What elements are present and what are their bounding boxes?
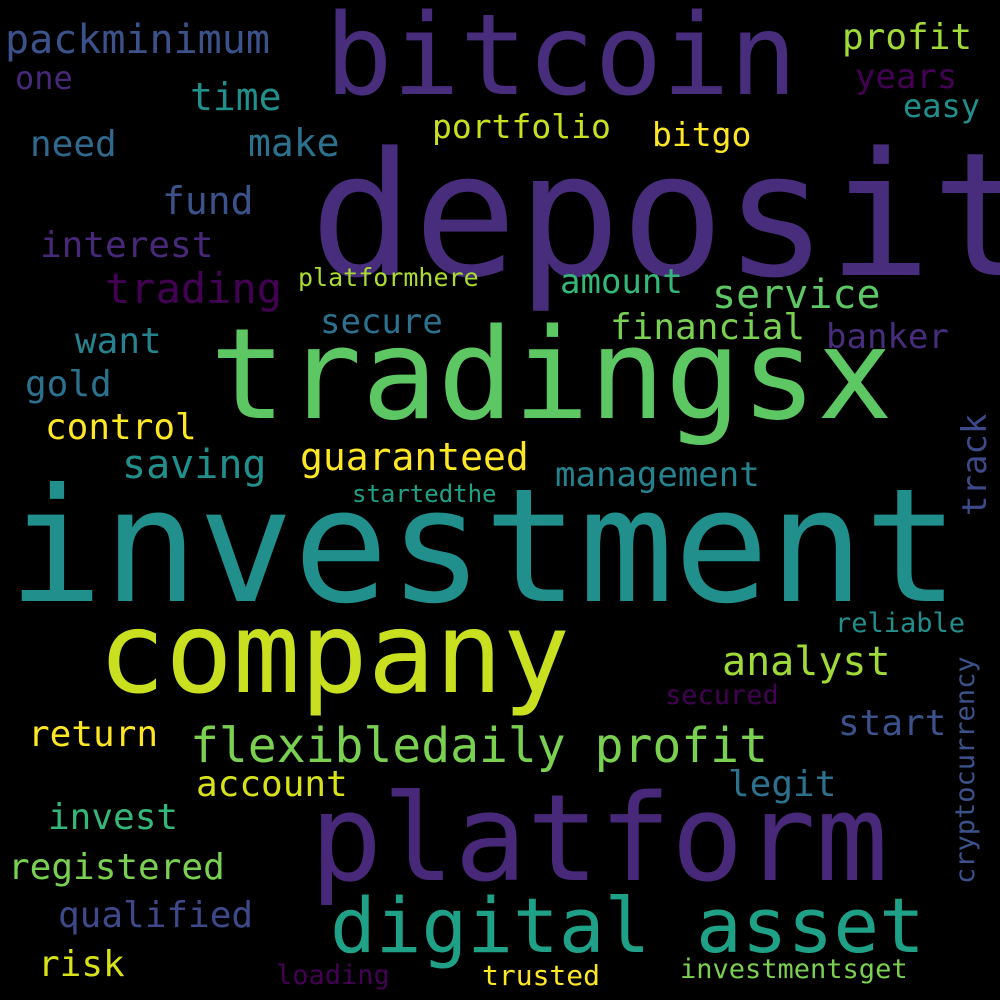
- word-interest: interest: [40, 225, 214, 266]
- word-account: account: [196, 764, 348, 805]
- word-trading: trading: [105, 264, 283, 313]
- word-risk: risk: [38, 944, 125, 985]
- word-secured: secured: [665, 680, 779, 711]
- word-qualified: qualified: [58, 895, 254, 936]
- word-portfolio: portfolio: [432, 107, 611, 146]
- word-one: one: [15, 59, 73, 97]
- word-registered: registered: [8, 847, 225, 888]
- word-secure: secure: [320, 302, 443, 342]
- word-gold: gold: [25, 364, 112, 405]
- word-management: management: [555, 455, 760, 495]
- word-track: track: [955, 413, 995, 516]
- word-years: years: [855, 57, 958, 97]
- word-packminimum: packminimum: [5, 17, 270, 63]
- word-control: control: [45, 407, 197, 448]
- word-saving: saving: [122, 442, 267, 488]
- word-need: need: [30, 124, 117, 165]
- word-return: return: [28, 714, 159, 755]
- word-start: start: [838, 703, 947, 744]
- word-startedthe: startedthe: [352, 480, 497, 508]
- word-bitgo: bitgo: [652, 115, 752, 154]
- word-deposit: deposit: [310, 115, 1000, 316]
- word-investment: investment: [8, 455, 960, 639]
- word-fund: fund: [162, 179, 254, 223]
- word-profit: profit: [842, 17, 973, 58]
- word-cryptocurrency: cryptocurrency: [950, 656, 981, 884]
- word-investmentsget: investmentsget: [680, 954, 908, 985]
- word-bitcoin: bitcoin: [325, 0, 798, 121]
- word-tradingsx: tradingsx: [210, 301, 893, 448]
- word-service: service: [712, 272, 881, 318]
- word-want: want: [75, 321, 162, 362]
- word-platform: platform: [310, 770, 888, 909]
- word-time: time: [190, 75, 282, 119]
- word-flexibledaily-profit: flexibledaily profit: [190, 718, 768, 774]
- word-amount: amount: [560, 262, 683, 302]
- word-analyst: analyst: [722, 639, 891, 685]
- word-invest: invest: [48, 797, 179, 838]
- word-legit: legit: [728, 764, 837, 805]
- word-company: company: [98, 589, 571, 719]
- word-platformhere: platformhere: [298, 263, 479, 292]
- word-reliable: reliable: [835, 608, 966, 639]
- word-loading: loading: [276, 960, 390, 991]
- word-digital-asset: digital asset: [330, 881, 925, 970]
- word-make: make: [248, 121, 340, 165]
- word-guaranteed: guaranteed: [300, 435, 529, 479]
- word-banker: banker: [826, 317, 949, 357]
- word-trusted: trusted: [482, 959, 601, 992]
- word-financial: financial: [610, 307, 806, 348]
- word-easy: easy: [903, 87, 981, 125]
